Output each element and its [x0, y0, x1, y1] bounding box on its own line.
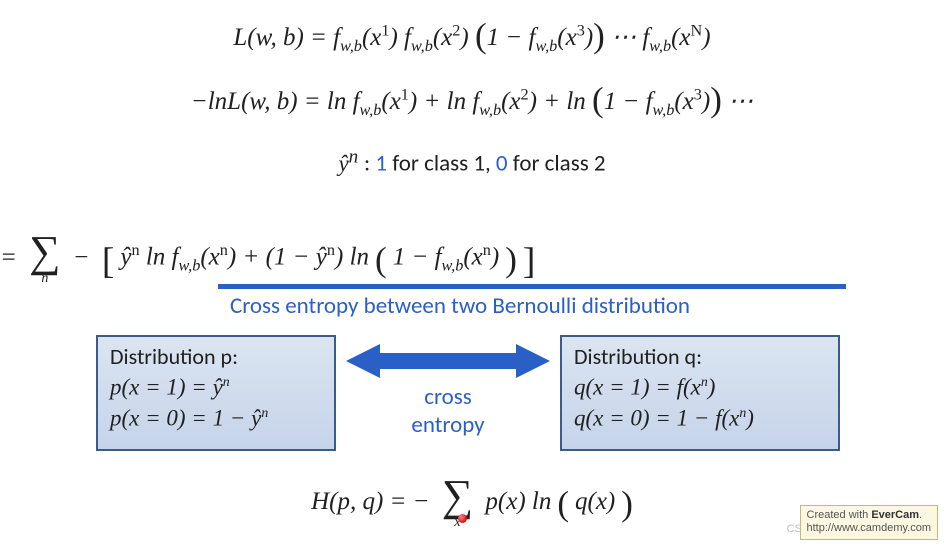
double-arrow-icon [346, 344, 550, 378]
distribution-p-row2: p(x = 0) = 1 − ŷn [110, 405, 322, 432]
distribution-q-box: Distribution q: q(x = 1) = f(xn) q(x = 0… [560, 335, 840, 451]
equation-neg-log-likelihood: −lnL(w, b) = ln fw,b(x1) + ln fw,b(x2) +… [0, 78, 944, 120]
class-encoding-note: ŷn : 1 for class 1, 0 for class 2 [0, 146, 944, 178]
cross-entropy-underline [218, 284, 846, 289]
arrow-label: crossentropy [398, 384, 498, 439]
evercam-watermark: Created with EverCam. http://www.camdemy… [800, 505, 939, 541]
equation-likelihood: L(w, b) = fw,b(x1) fw,b(x2) (1 − fw,b(x3… [0, 14, 944, 56]
laser-pointer-dot [458, 514, 467, 523]
distribution-p-box: Distribution p: p(x = 1) = ŷn p(x = 0) =… [96, 335, 336, 451]
distribution-q-row2: q(x = 0) = 1 − f(xn) [574, 405, 826, 432]
distribution-p-title: Distribution p: [110, 343, 322, 370]
distribution-q-title: Distribution q: [574, 343, 826, 370]
cross-entropy-caption: Cross entropy between two Bernoulli dist… [230, 292, 690, 320]
distribution-p-row1: p(x = 1) = ŷn [110, 374, 322, 401]
equation-cross-entropy-sum: = ∑ n − [ ŷn ln fw,b(xn) + (1 − ŷn) ln (… [0, 230, 944, 286]
distribution-q-row1: q(x = 1) = f(xn) [574, 374, 826, 401]
